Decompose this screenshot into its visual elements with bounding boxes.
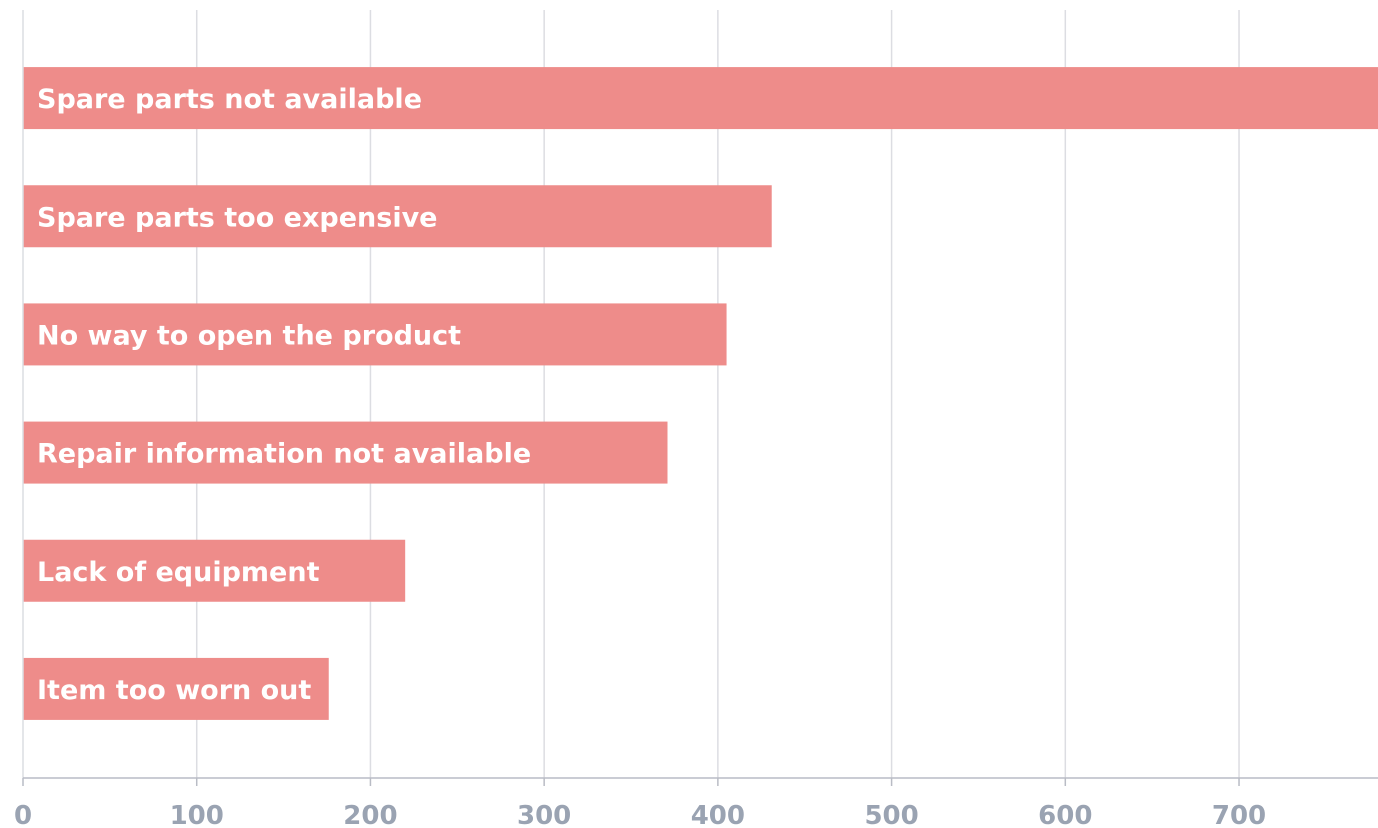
bar <box>23 185 772 248</box>
x-axis: 0 100 200 300 400 500 600 700 <box>14 10 1378 828</box>
bar-label: Spare parts not available <box>37 84 422 115</box>
bar <box>23 67 1378 130</box>
x-tick-label: 0 <box>14 801 32 828</box>
x-tick-label: 600 <box>1038 801 1092 828</box>
x-tick-label: 700 <box>1212 801 1266 828</box>
bars: Spare parts not available Spare parts too… <box>23 67 1378 720</box>
gridlines <box>195 10 1240 778</box>
bar-label: Lack of equipment <box>37 557 320 588</box>
bar-label: No way to open the product <box>37 320 461 351</box>
x-tick-label: 300 <box>517 801 571 828</box>
bar-label: Repair information not available <box>37 439 531 470</box>
x-tick-label: 200 <box>343 801 397 828</box>
x-tick-label: 100 <box>170 801 224 828</box>
bar <box>23 657 329 720</box>
x-tick-label: 500 <box>864 801 918 828</box>
bar-label: Item too worn out <box>37 675 311 706</box>
bar <box>23 421 668 484</box>
bar <box>23 303 727 366</box>
bar-label: Spare parts too expensive <box>37 202 438 233</box>
bar <box>23 539 406 602</box>
x-tick-label: 400 <box>691 801 745 828</box>
